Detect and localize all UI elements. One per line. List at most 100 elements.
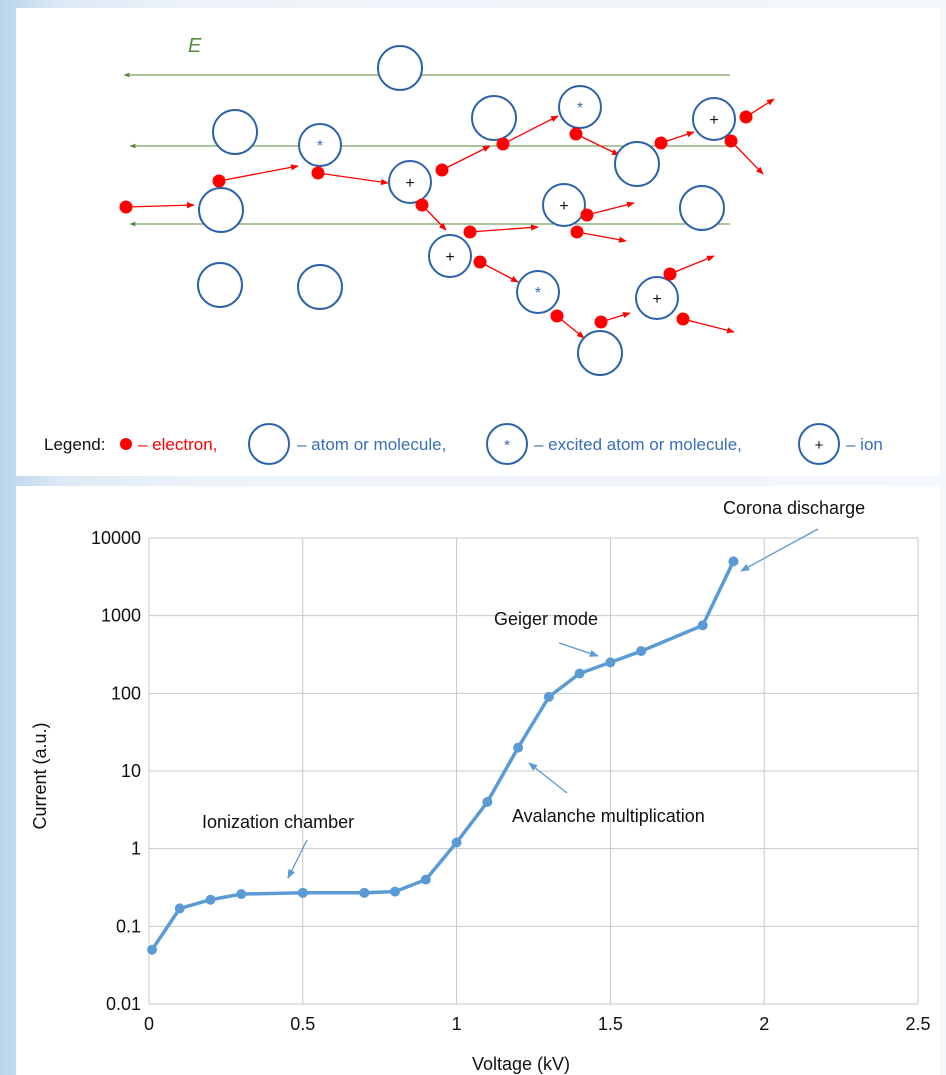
current-voltage-chart: 0 0.5 1 1.5 2 2.5 0.01 0.1 1 10 100 1000 10000 Ioniz… <box>30 498 931 1074</box>
data-point <box>297 887 308 898</box>
annotation-ionization-chamber: Ionization chamber <box>202 812 354 832</box>
electron-dot <box>570 225 584 239</box>
x-tick-label: 1 <box>452 1014 462 1034</box>
electron-dot <box>676 312 690 326</box>
annotation-avalanche-multiplication: Avalanche multiplication <box>512 806 705 826</box>
electron-dot <box>654 136 668 150</box>
y-tick-label: 1000 <box>101 606 141 626</box>
atom-circle <box>297 264 343 310</box>
data-point <box>513 742 524 753</box>
grid <box>148 537 919 1005</box>
avalanche-arrow <box>528 762 568 794</box>
electron-dot <box>435 163 449 177</box>
trajectory-arrow <box>441 145 491 171</box>
electron-dot <box>569 127 583 141</box>
trajectory-arrow <box>469 224 539 233</box>
particles <box>197 45 736 376</box>
series <box>147 556 739 955</box>
electron-dot <box>550 309 564 323</box>
electrons <box>119 110 753 329</box>
trajectory-arrow <box>218 164 299 182</box>
x-tick-label: 2.5 <box>905 1014 930 1034</box>
legend-ion-circle <box>798 423 840 465</box>
excited-atom-circle <box>298 123 342 167</box>
data-point <box>236 889 247 900</box>
y-tick-label: 10000 <box>91 528 141 548</box>
atom-circle <box>377 45 423 91</box>
x-tick-label: 0 <box>144 1014 154 1034</box>
electron-dot <box>119 200 133 214</box>
data-point <box>451 837 462 848</box>
trajectory-arrow <box>317 172 389 186</box>
electron-dot <box>724 134 738 148</box>
electron-dot <box>739 110 753 124</box>
data-point <box>636 646 647 657</box>
y-tick-label: 0.1 <box>116 916 141 936</box>
electron-dot <box>580 208 594 222</box>
trajectory-arrow <box>730 140 764 175</box>
x-axis-label: Voltage (kV) <box>472 1054 570 1074</box>
electron-dot <box>496 137 510 151</box>
field-label: E <box>188 35 202 57</box>
avalanche-diagram: E <box>44 35 883 465</box>
legend-electron-dot <box>120 438 132 450</box>
geiger-arrow <box>558 642 599 657</box>
atom-circle <box>212 109 258 155</box>
ion-circle <box>428 234 472 278</box>
ion-circle <box>388 160 432 204</box>
ion-symbol: + <box>652 291 661 308</box>
legend-excited-circle <box>486 423 528 465</box>
data-point <box>359 887 370 898</box>
legend-electron-label: – electron, <box>138 435 217 454</box>
data-point <box>390 886 401 897</box>
electron-dot <box>415 198 429 212</box>
excited-atom-circle <box>558 85 602 129</box>
ion-symbol: + <box>405 175 414 192</box>
legend-excited-label: – excited atom or molecule, <box>534 435 742 454</box>
data-point <box>574 668 585 679</box>
trajectory-arrow <box>479 261 519 283</box>
ion-circle <box>635 276 679 320</box>
y-tick-label: 0.01 <box>106 994 141 1014</box>
data-point <box>697 620 708 631</box>
data-point <box>205 894 216 905</box>
legend: Legend: – electron, – atom or molecule, … <box>44 423 883 465</box>
data-point <box>174 903 185 914</box>
electron-dot <box>473 255 487 269</box>
ion-symbol: + <box>559 198 568 215</box>
atom-circle <box>614 141 660 187</box>
legend-ion-label: – ion <box>846 435 883 454</box>
electron-dot <box>463 225 477 239</box>
excited-atom-circle <box>516 270 560 314</box>
x-tick-label: 0.5 <box>290 1014 315 1034</box>
trajectory-arrow <box>669 255 715 275</box>
legend-prefix: Legend: <box>44 435 105 454</box>
ion-circle <box>542 183 586 227</box>
data-point <box>482 796 493 807</box>
x-tick-label: 1.5 <box>598 1014 623 1034</box>
y-tick-label: 100 <box>111 683 141 703</box>
corona-arrow <box>740 528 819 572</box>
ion-symbols: + + + + + <box>405 112 718 308</box>
excited-symbol: * <box>317 138 323 155</box>
legend-excited-symbol: * <box>504 437 510 454</box>
atom-circle <box>197 262 243 308</box>
annotation-geiger-mode: Geiger mode <box>494 609 598 629</box>
legend-atom-circle <box>248 423 290 465</box>
excited-symbols: * * * <box>317 100 583 302</box>
atom-circle <box>679 185 725 231</box>
electron-dot <box>311 166 325 180</box>
trajectory-arrow <box>576 231 627 243</box>
trajectory-arrow <box>682 318 735 334</box>
legend-atom-label: – atom or molecule, <box>297 435 446 454</box>
electron-dot <box>212 174 226 188</box>
excited-symbol: * <box>535 285 541 302</box>
data-point <box>420 874 431 885</box>
atom-circle <box>577 330 623 376</box>
atom-circle <box>198 187 244 233</box>
ionization-arrow <box>287 839 308 879</box>
y-axis-label: Current (a.u.) <box>30 722 50 829</box>
y-tick-label: 1 <box>131 839 141 859</box>
trajectory-arrow <box>575 133 620 156</box>
data-point <box>543 691 554 702</box>
